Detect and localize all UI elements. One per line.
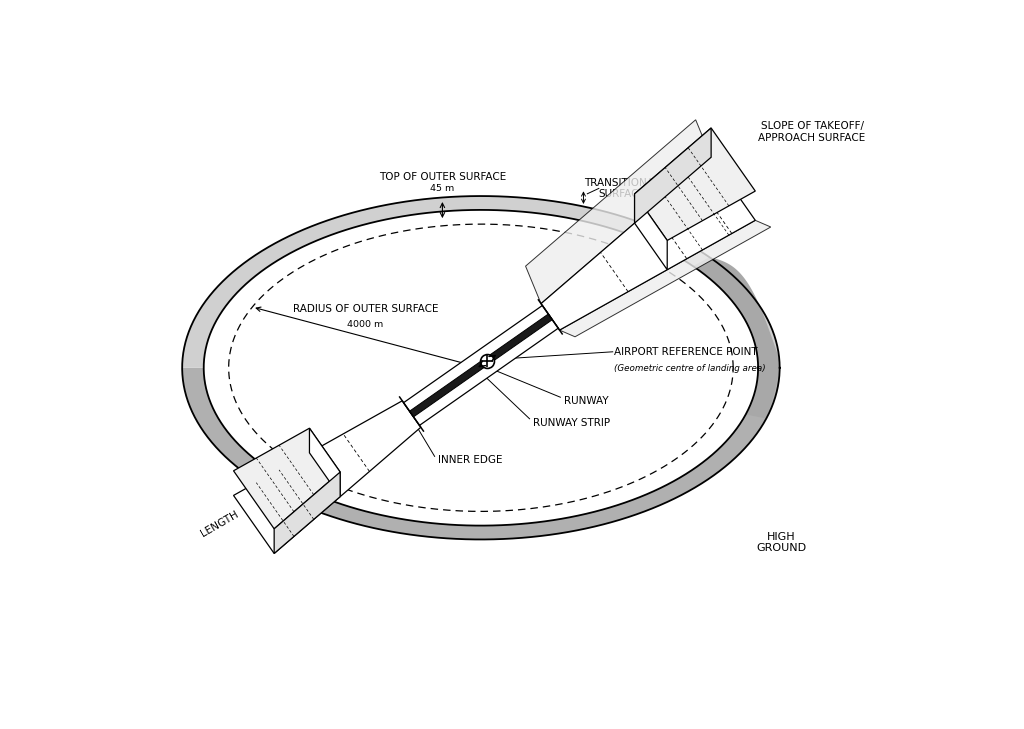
Polygon shape bbox=[541, 157, 756, 330]
Polygon shape bbox=[274, 472, 340, 553]
Polygon shape bbox=[233, 428, 340, 529]
Text: HIGH
GROUND: HIGH GROUND bbox=[756, 531, 806, 553]
Text: LENGTH: LENGTH bbox=[199, 510, 240, 539]
Polygon shape bbox=[182, 196, 779, 367]
Text: (Geometric centre of landing area): (Geometric centre of landing area) bbox=[614, 364, 766, 373]
Polygon shape bbox=[410, 314, 552, 417]
Text: RUNWAY: RUNWAY bbox=[564, 396, 609, 406]
Polygon shape bbox=[559, 220, 771, 337]
Text: TOP OF OUTER SURFACE: TOP OF OUTER SURFACE bbox=[379, 172, 506, 182]
Polygon shape bbox=[525, 120, 711, 303]
Polygon shape bbox=[693, 257, 779, 418]
Text: 45 m: 45 m bbox=[430, 184, 455, 193]
Text: 4000 m: 4000 m bbox=[347, 320, 384, 330]
Polygon shape bbox=[403, 305, 558, 426]
Text: SLOPE OF TAKEOFF/
APPROACH SURFACE: SLOPE OF TAKEOFF/ APPROACH SURFACE bbox=[759, 121, 865, 143]
Polygon shape bbox=[635, 194, 668, 270]
Polygon shape bbox=[635, 128, 756, 241]
Text: RUNWAY STRIP: RUNWAY STRIP bbox=[534, 418, 610, 428]
Polygon shape bbox=[635, 128, 711, 223]
Polygon shape bbox=[233, 401, 421, 553]
Text: TAKEOFF/APPROACH AREA: TAKEOFF/APPROACH AREA bbox=[599, 203, 718, 290]
Text: RADIUS OF OUTER SURFACE: RADIUS OF OUTER SURFACE bbox=[293, 304, 438, 314]
Text: AIRPORT REFERENCE POINT: AIRPORT REFERENCE POINT bbox=[614, 347, 758, 356]
Polygon shape bbox=[182, 367, 779, 539]
Polygon shape bbox=[309, 428, 340, 496]
Text: INNER EDGE: INNER EDGE bbox=[438, 455, 503, 465]
Text: TRANSITIONAL
SURFACE: TRANSITIONAL SURFACE bbox=[584, 178, 659, 199]
